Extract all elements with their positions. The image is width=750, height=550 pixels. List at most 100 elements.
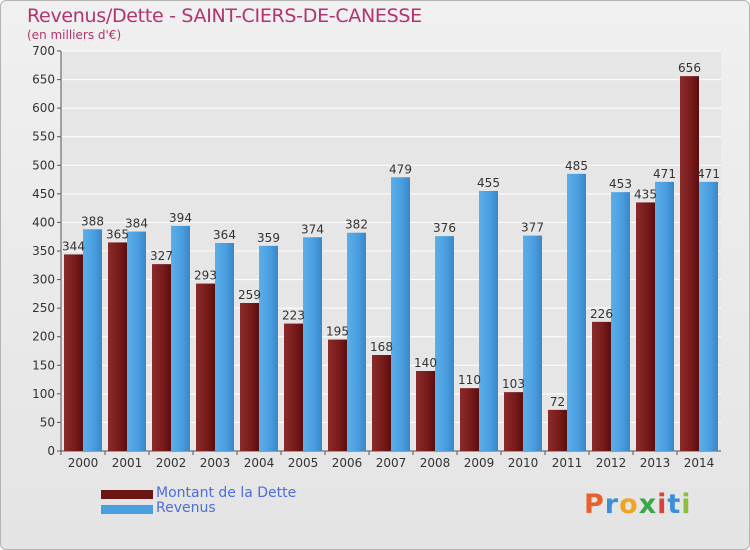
y-tick-label: 700 [32, 44, 55, 58]
data-label-dette: 103 [502, 377, 525, 391]
data-label-dette: 656 [678, 61, 701, 75]
y-tick-label: 200 [32, 330, 55, 344]
logo-letter: o [619, 489, 639, 520]
data-label-revenus: 394 [169, 211, 192, 225]
data-label-revenus: 374 [301, 222, 324, 236]
data-label-revenus: 479 [389, 162, 412, 176]
y-tick-label: 400 [32, 215, 55, 229]
proxiti-logo: Proxiti [584, 489, 692, 520]
y-tick-label: 300 [32, 273, 55, 287]
bar-dette [64, 254, 83, 451]
x-tick-label: 2001 [112, 456, 143, 470]
y-tick-label: 0 [47, 444, 55, 458]
bar-dette [240, 303, 259, 451]
bar-dette [372, 355, 391, 451]
x-tick-label: 2005 [288, 456, 319, 470]
y-tick-label: 50 [40, 415, 55, 429]
legend-label-revenus: Revenus [156, 500, 216, 516]
data-label-dette: 344 [62, 239, 85, 253]
x-tick-label: 2013 [640, 456, 671, 470]
data-label-revenus: 377 [521, 221, 544, 235]
bar-dette [152, 264, 171, 451]
y-tick-label: 650 [32, 73, 55, 87]
bar-revenus [435, 236, 454, 451]
data-label-revenus: 471 [653, 167, 676, 181]
x-tick-label: 2000 [68, 456, 99, 470]
x-tick-label: 2006 [332, 456, 363, 470]
y-tick-label: 500 [32, 158, 55, 172]
legend-swatch-revenus [101, 505, 153, 514]
logo-letter: t [667, 489, 682, 520]
data-label-revenus: 455 [477, 176, 500, 190]
bar-revenus [215, 243, 234, 451]
x-tick-label: 2009 [464, 456, 495, 470]
bar-dette [636, 202, 655, 451]
bar-dette [504, 392, 523, 451]
x-tick-label: 2002 [156, 456, 187, 470]
y-tick-label: 150 [32, 358, 55, 372]
data-label-dette: 140 [414, 356, 437, 370]
data-label-revenus: 382 [345, 218, 368, 232]
x-tick-label: 2010 [508, 456, 539, 470]
data-label-revenus: 453 [609, 177, 632, 191]
bar-revenus [391, 177, 410, 452]
y-tick-label: 350 [32, 244, 55, 258]
bar-dette [284, 323, 303, 451]
y-tick-label: 600 [32, 101, 55, 115]
x-tick-label: 2008 [420, 456, 451, 470]
chart-title: Revenus/Dette - SAINT-CIERS-DE-CANESSE [27, 5, 422, 27]
bar-revenus [83, 229, 102, 451]
bar-revenus [171, 225, 190, 451]
data-label-revenus: 384 [125, 217, 148, 231]
bar-revenus [611, 192, 630, 451]
data-label-dette: 72 [550, 395, 565, 409]
bar-revenus [303, 237, 322, 451]
logo-letter: P [584, 489, 605, 520]
data-label-dette: 259 [238, 288, 261, 302]
bar-dette [328, 339, 347, 451]
y-tick-label: 250 [32, 301, 55, 315]
bar-dette [108, 242, 127, 451]
bar-revenus [523, 235, 542, 451]
bar-revenus [259, 245, 278, 451]
data-label-revenus: 376 [433, 221, 456, 235]
data-label-dette: 226 [590, 307, 613, 321]
logo-letter: i [657, 489, 668, 520]
bar-revenus [347, 232, 366, 451]
data-label-revenus: 364 [213, 228, 236, 242]
data-label-dette: 223 [282, 309, 305, 323]
y-tick-label: 450 [32, 187, 55, 201]
bar-dette [196, 283, 215, 451]
chart-subtitle: (en milliers d'€) [27, 28, 122, 42]
bar-revenus [479, 191, 498, 451]
x-tick-label: 2012 [596, 456, 627, 470]
data-label-dette: 110 [458, 373, 481, 387]
logo-letter: x [638, 489, 658, 520]
bar-revenus [655, 181, 674, 451]
x-tick-label: 2004 [244, 456, 275, 470]
y-tick-label: 550 [32, 130, 55, 144]
data-label-dette: 327 [150, 249, 173, 263]
bar-revenus [567, 173, 586, 451]
x-tick-label: 2007 [376, 456, 407, 470]
y-tick-label: 100 [32, 387, 55, 401]
bar-dette [680, 76, 699, 452]
legend-swatch-dette [101, 490, 153, 499]
data-label-revenus: 471 [697, 167, 720, 181]
data-label-dette: 195 [326, 325, 349, 339]
data-label-dette: 293 [194, 269, 217, 283]
x-tick-label: 2014 [684, 456, 715, 470]
data-label-dette: 435 [634, 187, 657, 201]
bar-dette [460, 388, 479, 451]
logo-letter: i [681, 489, 692, 520]
data-label-revenus: 388 [81, 214, 104, 228]
bar-dette [548, 409, 567, 451]
logo-letter: r [604, 489, 620, 520]
legend-label-dette: Montant de la Dette [156, 485, 297, 501]
bar-dette [592, 321, 611, 451]
x-tick-label: 2011 [552, 456, 583, 470]
bar-revenus [127, 231, 146, 451]
bar-dette [416, 371, 435, 451]
